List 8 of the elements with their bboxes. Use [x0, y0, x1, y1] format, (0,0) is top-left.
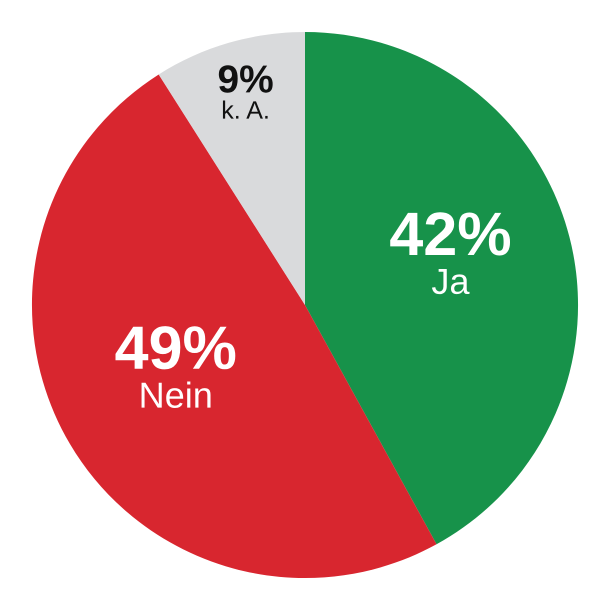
slice-label: k. A.: [222, 100, 268, 119]
data-label: 49%: [116, 326, 236, 370]
slice-label: Ja: [432, 268, 470, 294]
pie-slice: [305, 32, 578, 544]
data-label: 42%: [390, 212, 510, 256]
pie-slice: [158, 32, 305, 305]
data-label: 9%: [218, 65, 273, 93]
slice-label: Nein: [142, 381, 211, 408]
